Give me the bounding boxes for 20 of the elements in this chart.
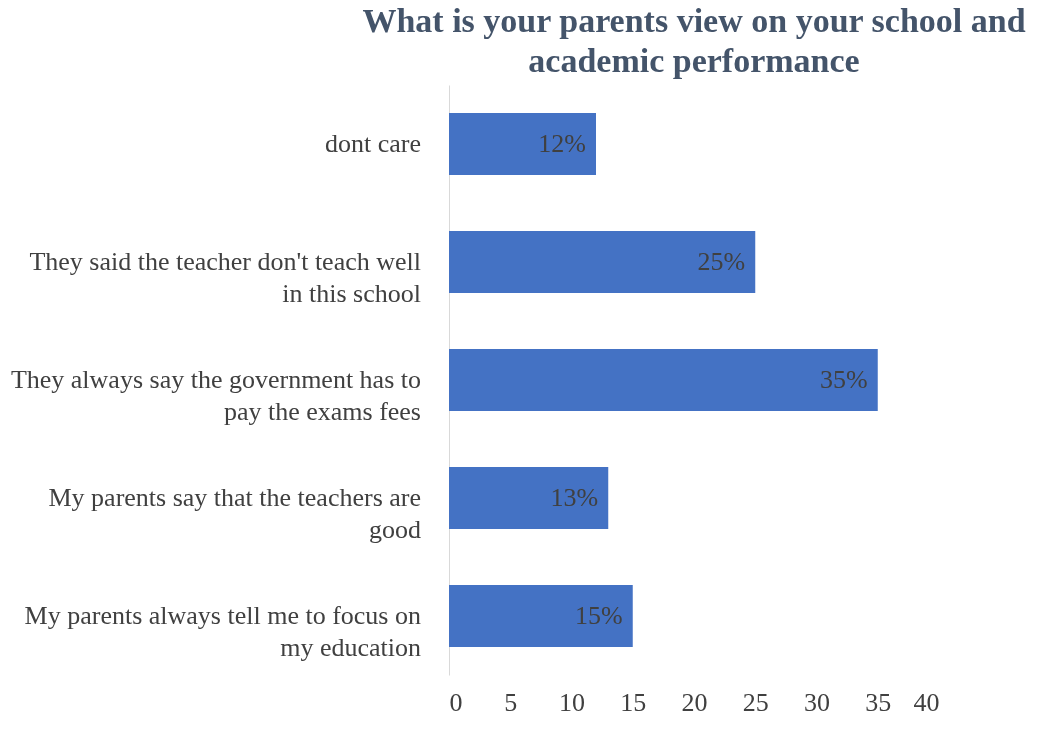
y-tick-label: My parents always tell me to focus on my education xyxy=(24,601,421,662)
x-tick-label: 10 xyxy=(559,687,585,717)
data-label: 15% xyxy=(575,601,623,630)
y-tick-label: dont care xyxy=(324,129,421,158)
data-label: 12% xyxy=(538,129,586,158)
x-tick-label: 30 xyxy=(804,687,830,717)
x-tick-label: 20 xyxy=(681,687,708,717)
data-label: 35% xyxy=(820,365,868,394)
x-tick-label: 5 xyxy=(504,687,518,717)
x-tick-label: 35 xyxy=(865,687,892,717)
y-tick-label: They always say the government has to pay the exams fees xyxy=(10,365,421,426)
x-tick-label: 25 xyxy=(742,687,769,717)
x-tick-label: 0 xyxy=(449,687,463,717)
x-tick-label: 15 xyxy=(620,687,647,717)
x-tick-label: 40 xyxy=(913,687,940,717)
y-tick-label: My parents say that the teachers are good xyxy=(48,483,421,544)
chart-title: What is your parents view on your school and academic performance xyxy=(362,2,1026,79)
y-tick-label: They said the teacher don't teach well in this school xyxy=(29,247,421,308)
data-label: 25% xyxy=(697,247,746,276)
data-label: 13% xyxy=(550,483,599,512)
